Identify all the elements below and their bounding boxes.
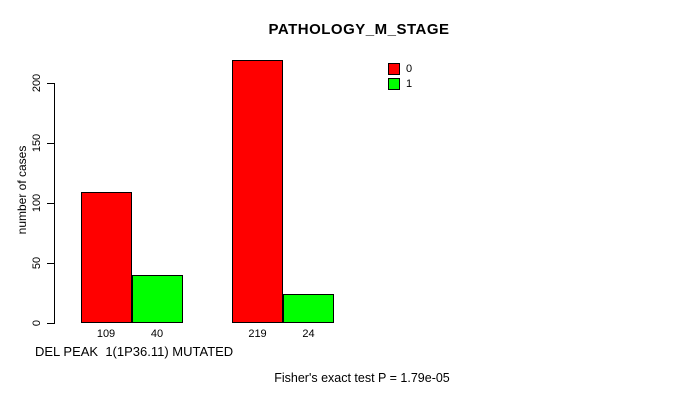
legend-item-1: 1 [388, 78, 412, 90]
y-tick-mark [47, 262, 54, 264]
y-tick-mark [47, 82, 54, 84]
legend-swatch-series-1 [388, 78, 400, 90]
bar-value-label: 40 [150, 328, 164, 340]
legend-swatch-series-0 [388, 63, 400, 75]
bar-value-label: 24 [302, 328, 315, 340]
y-tick-label: 50 [31, 256, 43, 270]
y-tick-mark [47, 322, 54, 324]
bar-group2-series-0 [232, 60, 283, 323]
bar-group2-series-1 [283, 294, 334, 323]
y-axis-label: number of cases [15, 145, 29, 235]
y-tick-mark [47, 142, 54, 144]
x-axis-label: DEL PEAK 1(1P36.11) MUTATED [35, 344, 234, 359]
bar-group1-series-1 [131, 275, 183, 323]
y-axis-line [54, 83, 55, 324]
bar-group1-series-0 [80, 192, 132, 323]
legend-label-series-1: 1 [406, 77, 413, 90]
legend-label-series-0: 0 [406, 62, 413, 75]
y-tick-label: 200 [31, 73, 43, 93]
y-tick-mark [47, 202, 54, 204]
y-tick-label: 150 [31, 133, 43, 153]
y-tick-label: 0 [31, 319, 43, 327]
bar-value-label: 219 [248, 328, 267, 340]
legend-item-0: 0 [388, 63, 412, 75]
chart-title: PATHOLOGY_M_STAGE [268, 21, 450, 38]
y-tick-label: 100 [31, 193, 43, 213]
bar-value-label: 109 [96, 328, 116, 340]
legend: 0 1 [388, 63, 412, 90]
stat-annotation: Fisher's exact test P = 1.79e-05 [274, 371, 450, 385]
